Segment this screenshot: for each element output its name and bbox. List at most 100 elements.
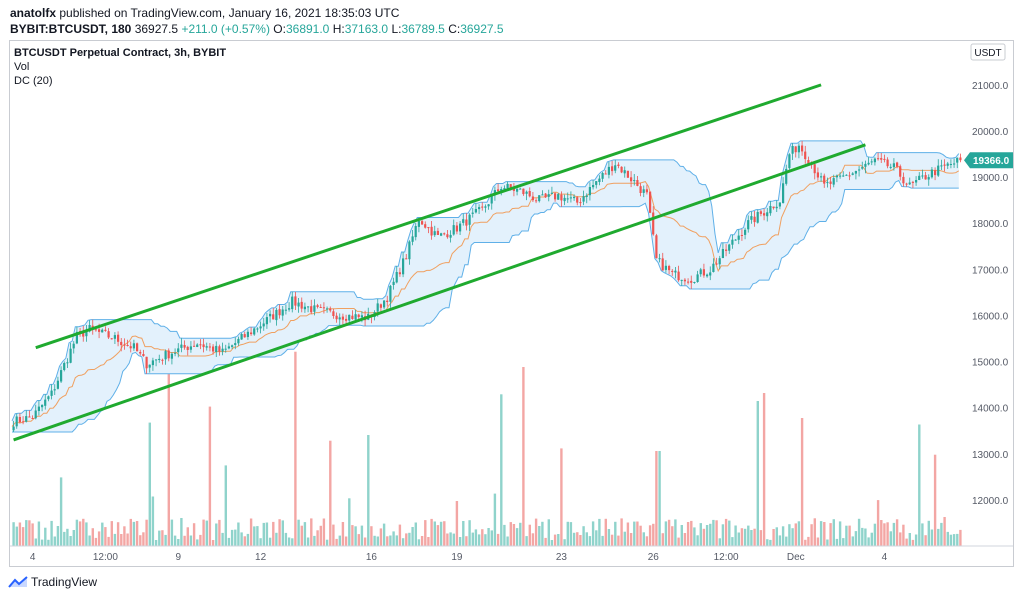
volume-bar bbox=[674, 519, 677, 546]
volume-bar bbox=[680, 525, 683, 546]
legend-title[interactable]: BTCUSDT Perpetual Contract, 3h, BYBIT bbox=[14, 47, 227, 59]
volume-bar bbox=[306, 537, 310, 546]
candle bbox=[845, 174, 848, 176]
candle-body bbox=[231, 345, 234, 347]
candle bbox=[740, 229, 743, 241]
candle-body bbox=[794, 146, 797, 153]
candle-body bbox=[560, 194, 563, 201]
volume-bar bbox=[148, 422, 151, 546]
volume-bar bbox=[718, 538, 721, 546]
volume-bar bbox=[275, 532, 278, 546]
candle bbox=[528, 187, 531, 198]
candle bbox=[351, 310, 354, 320]
candle-body bbox=[892, 163, 895, 168]
volume-bar bbox=[405, 533, 408, 546]
candle bbox=[126, 339, 129, 347]
volume-bar bbox=[553, 534, 557, 546]
channel-lower-line bbox=[13, 143, 866, 442]
volume-bar bbox=[443, 521, 446, 546]
candle bbox=[905, 182, 908, 187]
price-tick-label: 19000.0 bbox=[972, 173, 1009, 184]
candle-body bbox=[452, 225, 455, 235]
candle-body bbox=[820, 176, 823, 178]
volume-bar bbox=[690, 520, 693, 546]
candle-body bbox=[237, 338, 240, 344]
candle bbox=[927, 174, 930, 186]
candle-body bbox=[224, 348, 227, 350]
volume-bar bbox=[224, 465, 227, 546]
volume-bar bbox=[395, 535, 398, 546]
candle-body bbox=[576, 197, 579, 203]
candle-body bbox=[630, 177, 633, 182]
volume-bar bbox=[892, 522, 896, 546]
candle-body bbox=[56, 380, 59, 389]
candle bbox=[585, 193, 588, 204]
tradingview-footer[interactable]: TradingView bbox=[8, 575, 97, 589]
candle-body bbox=[278, 309, 281, 316]
volume-bar bbox=[379, 528, 383, 546]
volume-bar bbox=[813, 518, 816, 546]
candle bbox=[414, 222, 417, 241]
volume-bar bbox=[452, 533, 455, 546]
volume-bar bbox=[699, 523, 702, 546]
time-tick-label: 4 bbox=[882, 552, 888, 563]
candle-body bbox=[386, 300, 389, 302]
volume-bar bbox=[262, 522, 265, 546]
legend-dc[interactable]: DC (20) bbox=[14, 75, 53, 87]
volume-bar bbox=[753, 528, 756, 546]
candle bbox=[34, 404, 37, 420]
candle bbox=[633, 174, 636, 186]
candle bbox=[22, 416, 25, 425]
candle-body bbox=[12, 426, 15, 431]
volume-bar bbox=[924, 535, 927, 546]
candle bbox=[145, 356, 148, 374]
volume-bar bbox=[18, 522, 22, 546]
volume-bar bbox=[731, 537, 734, 546]
candle-body bbox=[335, 315, 338, 320]
candle-body bbox=[155, 359, 158, 361]
price-tick-label: 14000.0 bbox=[972, 404, 1009, 415]
candle-body bbox=[959, 157, 962, 161]
currency-badge[interactable]: USDT bbox=[970, 43, 1006, 61]
candle-body bbox=[243, 334, 246, 338]
candle-body bbox=[538, 195, 541, 202]
candle bbox=[709, 266, 712, 281]
candle bbox=[842, 171, 845, 177]
volume-bar bbox=[319, 525, 322, 546]
chart-frame bbox=[9, 40, 1014, 567]
candle bbox=[883, 154, 886, 163]
legend-vol[interactable]: Vol bbox=[14, 61, 30, 73]
volume-bar bbox=[12, 522, 15, 546]
volume-bar bbox=[455, 501, 459, 546]
volume-bar bbox=[243, 536, 246, 546]
candle-body bbox=[832, 178, 835, 185]
candle-body bbox=[107, 331, 110, 338]
candle bbox=[788, 153, 791, 170]
candle bbox=[804, 145, 807, 164]
candle-body bbox=[823, 175, 826, 184]
candle bbox=[908, 177, 911, 185]
candle-body bbox=[642, 189, 645, 193]
candle-body bbox=[28, 416, 31, 418]
volume-bar bbox=[538, 526, 541, 546]
volume-bar bbox=[791, 528, 794, 546]
candle-body bbox=[791, 146, 794, 154]
volume-bar bbox=[417, 539, 421, 546]
candle bbox=[196, 343, 199, 348]
candle-body bbox=[326, 308, 329, 310]
volume-bar bbox=[411, 527, 414, 546]
author-name[interactable]: anatolfx bbox=[10, 6, 57, 20]
volume-bar bbox=[886, 522, 889, 546]
candle-body bbox=[319, 307, 322, 308]
candle bbox=[354, 309, 357, 321]
candle bbox=[433, 225, 436, 237]
candle-body bbox=[664, 265, 667, 270]
candle-body bbox=[883, 158, 886, 160]
candle-body bbox=[835, 175, 838, 178]
candle bbox=[155, 359, 158, 367]
candle-body bbox=[607, 166, 610, 175]
candle-body bbox=[512, 188, 515, 191]
candle bbox=[693, 281, 696, 284]
volume-bar bbox=[610, 534, 614, 546]
